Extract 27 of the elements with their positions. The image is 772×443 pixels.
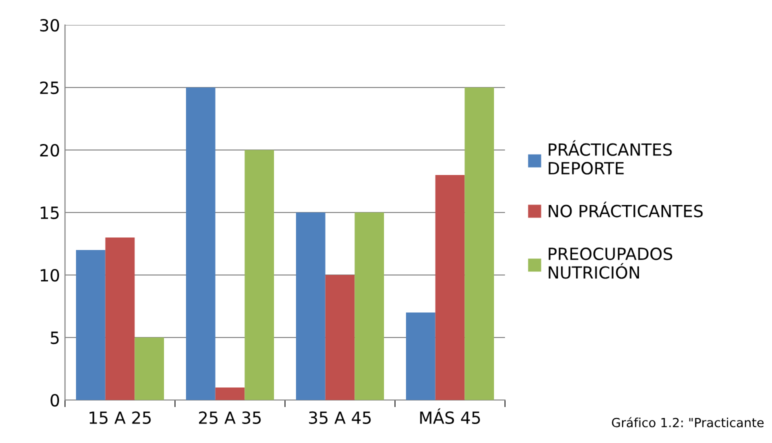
y-tick-label: 30 [40, 18, 60, 32]
bar [186, 88, 216, 400]
y-tick-label: 20 [40, 144, 60, 157]
x-tick-label: 35 A 45 [309, 411, 371, 424]
bar [134, 338, 164, 400]
x-tick-label: 15 A 25 [90, 411, 151, 424]
y-tick-label: 15 [40, 206, 59, 220]
y-tick-label: 0 [50, 394, 60, 407]
x-tick-label: MÁS 45 [420, 408, 480, 424]
bar [464, 88, 494, 400]
bar [354, 212, 384, 400]
bar [244, 150, 274, 400]
bar [406, 312, 436, 400]
bar [76, 250, 106, 400]
bar [215, 388, 245, 400]
y-tick-label: 25 [40, 81, 59, 94]
y-tick-label: 10 [40, 268, 60, 282]
legend-label: PRÁCTICANTES DEPORTE [548, 140, 672, 175]
legend-label: NO PRÁCTICANTES [548, 202, 703, 218]
legend-label: PREOCUPADOS NUTRICIÓN [548, 248, 672, 279]
bar [105, 238, 135, 400]
bar [296, 212, 326, 400]
bar [325, 275, 355, 400]
y-tick-label: 5 [50, 332, 59, 344]
bar [435, 175, 465, 400]
x-tick-label: 25 A 35 [199, 411, 261, 424]
text: Gráfico 1.2: "Practicante [612, 417, 764, 428]
